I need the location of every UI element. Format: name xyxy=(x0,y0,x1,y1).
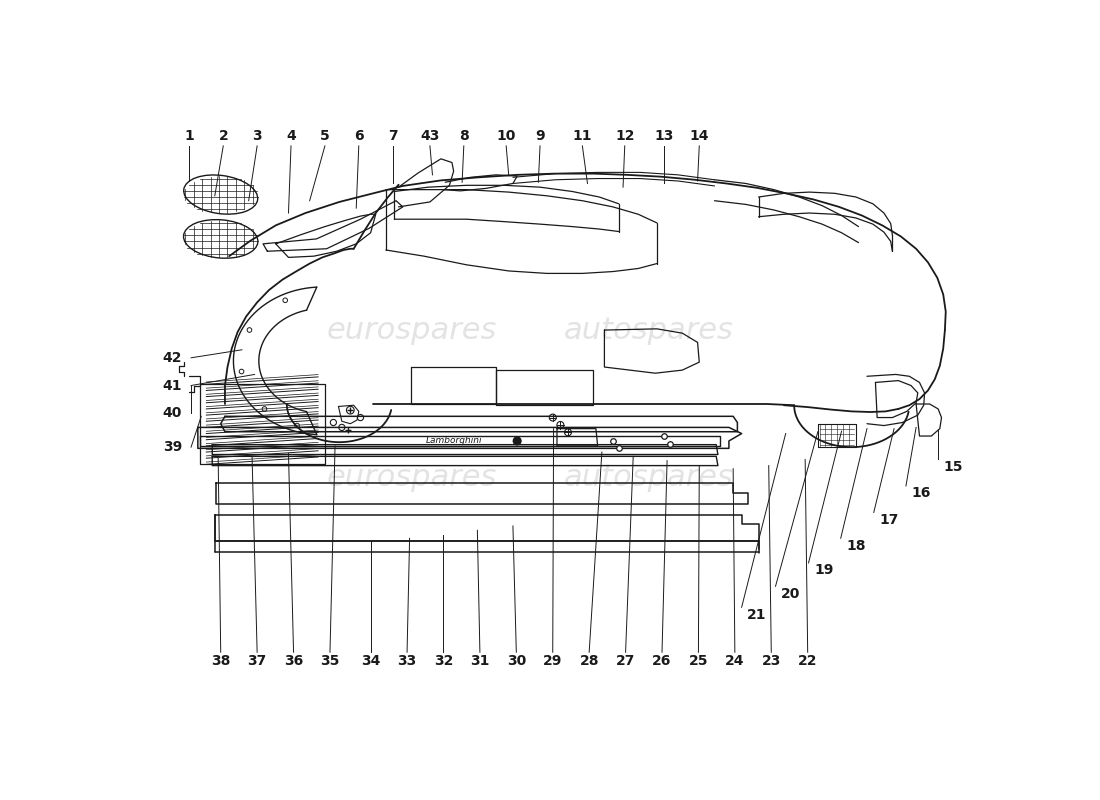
Text: 4: 4 xyxy=(286,129,296,143)
Text: 26: 26 xyxy=(652,654,672,669)
Text: 19: 19 xyxy=(814,563,834,578)
Text: 37: 37 xyxy=(248,654,267,669)
Text: 12: 12 xyxy=(615,129,635,143)
Text: 22: 22 xyxy=(798,654,817,669)
Text: 28: 28 xyxy=(580,654,598,669)
Text: 25: 25 xyxy=(689,654,708,669)
Text: 31: 31 xyxy=(470,654,490,669)
Text: 42: 42 xyxy=(163,350,183,365)
Text: 11: 11 xyxy=(573,129,592,143)
Text: 38: 38 xyxy=(211,654,230,669)
Text: autospares: autospares xyxy=(563,315,734,345)
Text: 32: 32 xyxy=(433,654,453,669)
Text: 18: 18 xyxy=(846,538,866,553)
Text: 29: 29 xyxy=(543,654,562,669)
Text: Lamborghini: Lamborghini xyxy=(426,437,482,446)
Circle shape xyxy=(514,437,521,445)
Text: 34: 34 xyxy=(361,654,381,669)
Text: 30: 30 xyxy=(507,654,526,669)
Text: 15: 15 xyxy=(944,460,964,474)
Text: 39: 39 xyxy=(163,440,183,454)
Text: 6: 6 xyxy=(354,129,364,143)
Text: 7: 7 xyxy=(388,129,397,143)
Text: 13: 13 xyxy=(654,129,673,143)
Text: 27: 27 xyxy=(616,654,636,669)
Text: 16: 16 xyxy=(912,486,931,500)
Text: 10: 10 xyxy=(496,129,516,143)
Text: eurospares: eurospares xyxy=(326,463,496,493)
Text: 2: 2 xyxy=(219,129,228,143)
Text: eurospares: eurospares xyxy=(326,315,496,345)
Text: 23: 23 xyxy=(761,654,781,669)
Text: 36: 36 xyxy=(284,654,304,669)
Text: 17: 17 xyxy=(879,513,899,527)
Text: 21: 21 xyxy=(747,608,767,622)
Text: 1: 1 xyxy=(185,129,195,143)
Text: 43: 43 xyxy=(420,129,440,143)
Text: 33: 33 xyxy=(397,654,417,669)
Text: 40: 40 xyxy=(163,406,183,420)
Text: 9: 9 xyxy=(536,129,544,143)
Text: 5: 5 xyxy=(320,129,330,143)
Text: autospares: autospares xyxy=(563,463,734,493)
Text: 14: 14 xyxy=(690,129,710,143)
Text: 24: 24 xyxy=(725,654,745,669)
Text: 20: 20 xyxy=(781,586,801,601)
Text: 8: 8 xyxy=(459,129,469,143)
Text: 3: 3 xyxy=(252,129,262,143)
Text: 41: 41 xyxy=(163,378,183,393)
Text: 35: 35 xyxy=(320,654,340,669)
